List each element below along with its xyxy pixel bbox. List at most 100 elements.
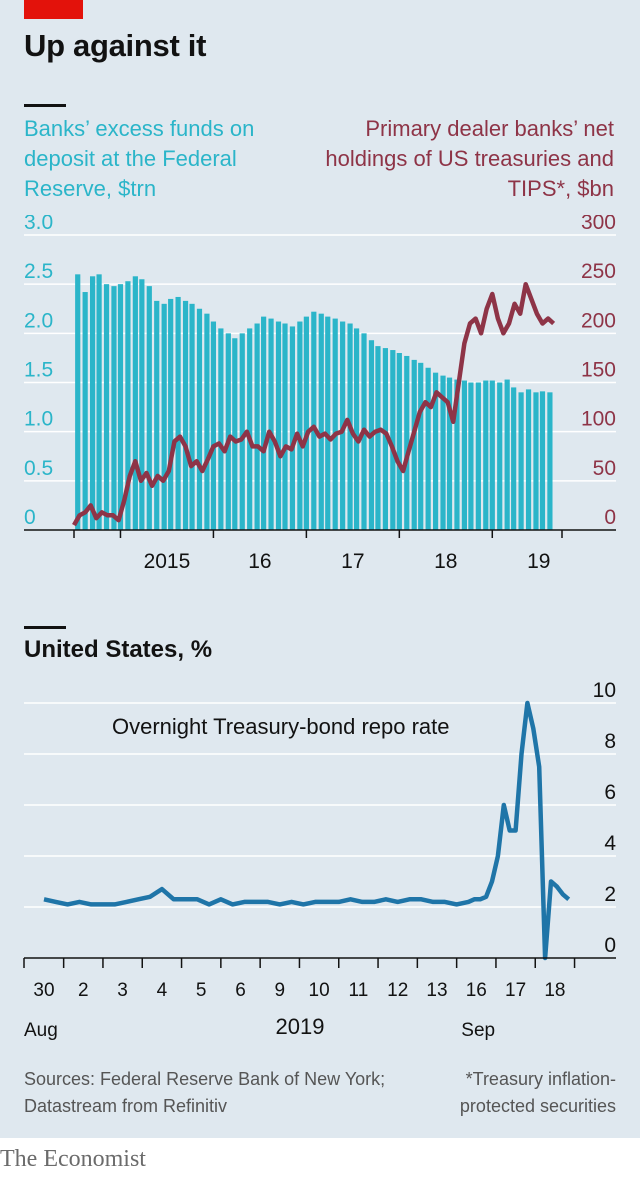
bar (204, 313, 210, 530)
x-tick-label: 12 (387, 980, 408, 1001)
y-left-tick-label: 0 (24, 506, 36, 529)
bottom-chart-svg: 0 2 4 6 8 10 Overnight Treasury-bond repo rate… (23, 679, 616, 1041)
y-right-tick-label: 300 (581, 215, 616, 234)
y-tick-label: 0 (604, 934, 616, 957)
bar (254, 323, 260, 530)
bar (418, 362, 424, 530)
bar (483, 380, 489, 530)
y-tick-label: 8 (604, 730, 616, 753)
x-tick-label: 19 (527, 550, 550, 573)
y-right-tick-label: 250 (581, 260, 616, 283)
y-right-tick-label: 0 (604, 506, 616, 529)
bar (282, 323, 288, 530)
bar (475, 382, 481, 530)
bar (103, 284, 110, 530)
bar (297, 321, 303, 530)
y-tick-label: 6 (604, 781, 616, 804)
bar (182, 300, 189, 530)
y-left-tick-label: 0.5 (24, 457, 53, 480)
bar (375, 346, 381, 530)
top-chart-svg: 0 0.5 1.0 1.5 2.0 2.5 3.0 0 50 100 150 200 250 300 201… (24, 215, 616, 573)
bar (189, 303, 195, 530)
series-annotation: Overnight Treasury-bond repo rate (112, 714, 450, 739)
legend-rule-top (24, 104, 66, 107)
year-label: 2019 (276, 1014, 325, 1039)
bar (461, 380, 467, 530)
bar (89, 276, 96, 530)
y-left-tick-label: 2.0 (24, 309, 53, 332)
bar (396, 353, 402, 530)
bar (425, 367, 431, 530)
bar (289, 326, 296, 530)
y-right-tick-label: 200 (581, 309, 616, 332)
y-tick-label: 4 (604, 832, 616, 855)
brand-red-tag (24, 0, 83, 19)
holdings-line (72, 281, 556, 527)
month-label-aug: Aug (24, 1020, 58, 1041)
bar (432, 372, 439, 530)
left-axis-series-label: Banks’ excess funds on deposit at the Fe… (24, 116, 255, 201)
bar (504, 379, 510, 530)
x-tick-label: 16 (466, 980, 487, 1001)
bar (239, 333, 245, 530)
sources-note: Sources: Federal Reserve Bank of New Yor… (24, 1069, 386, 1116)
bar (117, 284, 124, 530)
x-tick-label: 9 (275, 980, 286, 1001)
x-tick-label: 30 (33, 980, 54, 1001)
y-tick-label: 2 (604, 883, 616, 906)
y-right-tick-label: 50 (593, 457, 616, 480)
x-tick-label: 18 (544, 980, 565, 1001)
bar (489, 380, 495, 530)
bar (525, 389, 532, 530)
bar (411, 359, 417, 530)
bar (268, 318, 274, 530)
bar (218, 328, 224, 530)
x-tick-label: 3 (117, 980, 128, 1001)
bar (196, 308, 203, 530)
x-tick-label: 6 (235, 980, 246, 1001)
chart-title: Up against it (24, 28, 207, 63)
bar (332, 318, 338, 530)
bar (353, 328, 360, 530)
bar (303, 316, 309, 530)
bar (404, 355, 410, 530)
chart-card (0, 0, 640, 1138)
bar (325, 316, 331, 530)
right-axis-series-label: Primary dealer banks’ net holdings of US… (325, 116, 614, 201)
y-left-tick-label: 1.5 (24, 359, 53, 382)
footnote: *Treasury inflation-protected securities (459, 1069, 616, 1116)
bar (161, 303, 167, 530)
x-tick-label: 13 (426, 980, 447, 1001)
y-right-tick-label: 150 (581, 359, 616, 382)
x-tick-label: 2 (78, 980, 89, 1001)
repo-rate-line (43, 700, 571, 961)
bar (446, 377, 453, 530)
bar (518, 392, 524, 530)
y-left-tick-label: 2.5 (24, 260, 53, 283)
bar (168, 298, 174, 530)
y-right-tick-label: 100 (581, 408, 616, 431)
x-tick-label: 17 (341, 550, 364, 573)
bar (318, 313, 324, 530)
bar (125, 281, 131, 530)
bar (75, 274, 81, 530)
bar (132, 276, 138, 530)
bar (210, 321, 217, 530)
bar (511, 387, 517, 530)
bar (111, 286, 117, 530)
y-left-tick-label: 1.0 (24, 408, 53, 431)
bar (82, 292, 88, 530)
bar (547, 392, 553, 530)
bar (539, 391, 546, 530)
x-tick-label: 17 (505, 980, 526, 1001)
bar (533, 392, 539, 530)
bar (247, 328, 253, 530)
bar (440, 375, 446, 530)
x-tick-label: 16 (248, 550, 271, 573)
bar (175, 296, 181, 530)
x-tick-label: 4 (157, 980, 168, 1001)
x-tick-label: 5 (196, 980, 207, 1001)
bar (497, 382, 503, 530)
bar (96, 274, 102, 530)
x-tick-label: 10 (309, 980, 330, 1001)
